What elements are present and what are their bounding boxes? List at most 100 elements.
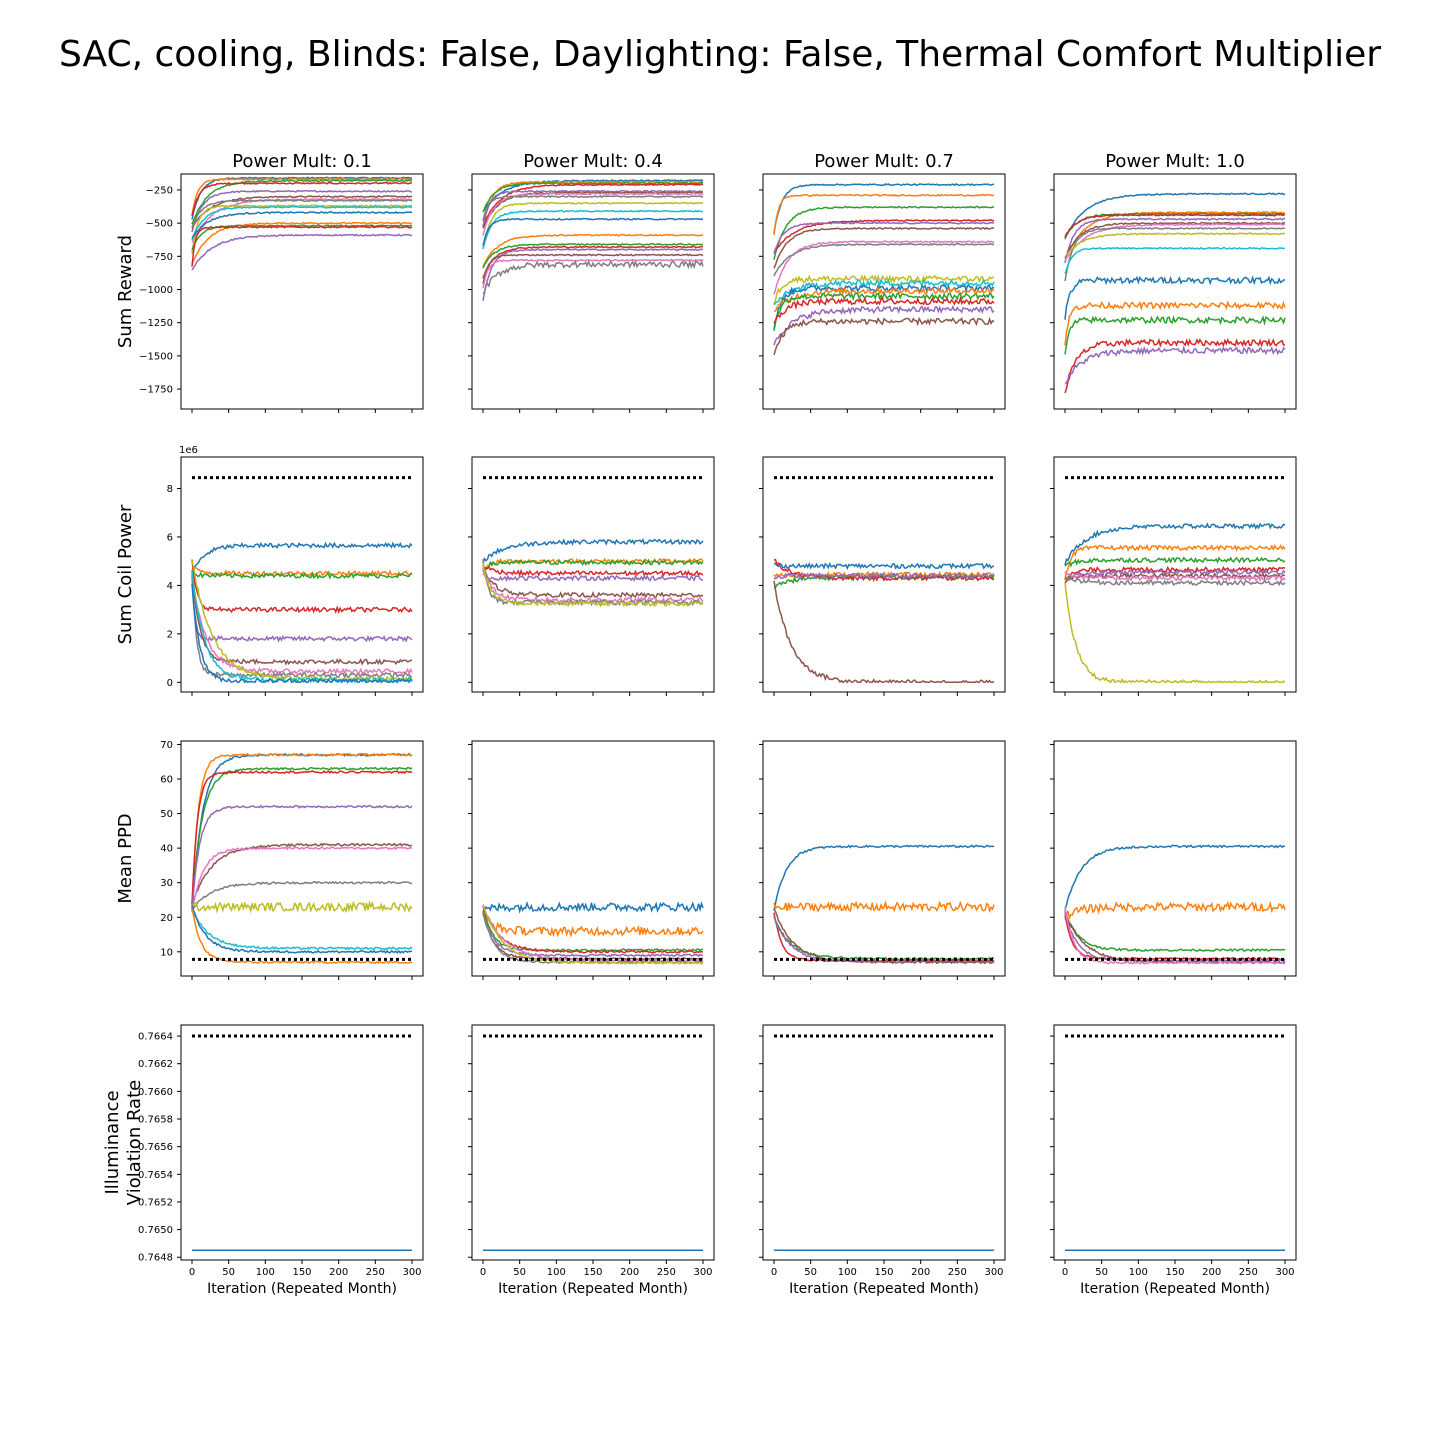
series-line — [191, 198, 413, 228]
series-line — [482, 911, 704, 958]
series-line — [482, 911, 704, 938]
x-tick-label: 200 — [911, 1267, 930, 1278]
series-line — [1064, 232, 1286, 258]
subplot-r2-c2 — [759, 740, 1006, 980]
series-line — [1064, 568, 1286, 580]
series-line — [482, 258, 704, 295]
series-line — [191, 189, 413, 233]
x-tick-label: 50 — [804, 1267, 817, 1278]
series-group — [191, 541, 413, 684]
series-line — [191, 211, 413, 239]
x-tick-label: 200 — [329, 1267, 348, 1278]
plot-frame — [471, 1024, 715, 1261]
series-line — [773, 205, 995, 260]
series-line — [1064, 213, 1286, 238]
series-line — [1064, 844, 1286, 910]
series-group — [482, 900, 704, 965]
y-tick-label: 20 — [160, 913, 173, 924]
y-tick-label: 0.7648 — [138, 1253, 173, 1264]
series-line — [191, 177, 412, 215]
series-line — [482, 245, 704, 279]
plot-frame — [1053, 1024, 1297, 1261]
series-line — [1064, 910, 1286, 953]
series-line — [1064, 582, 1286, 684]
x-tick-label: 250 — [1239, 1267, 1258, 1278]
series-line — [191, 908, 413, 951]
series-line — [191, 880, 413, 911]
y-tick-label: 10 — [160, 947, 173, 958]
series-line — [482, 566, 704, 583]
series-line — [482, 181, 704, 213]
series-line — [773, 316, 995, 356]
x-tick-label: 0 — [480, 1267, 486, 1278]
plot-frame — [1053, 173, 1297, 410]
subplot-r1-c2 — [759, 456, 1006, 696]
series-line — [1064, 192, 1286, 240]
series-line — [482, 569, 704, 599]
y-tick-label: 60 — [160, 775, 173, 786]
series-line — [773, 304, 995, 346]
y-tick-label: 40 — [160, 844, 173, 855]
subplot-r2-c0: 10 20 30 40 50 60 70 Mean PPD — [115, 740, 424, 980]
subplot-title: Power Mult: 0.4 — [523, 151, 663, 172]
y-tick-label: −1500 — [139, 351, 173, 362]
series-line — [191, 570, 413, 684]
series-line — [1064, 212, 1286, 240]
subplot-r3-c0: 0.7648 0.7650 0.7652 0.7654 0.7656 0.7658 0.76… — [102, 1024, 424, 1297]
x-tick-label: 100 — [1129, 1267, 1148, 1278]
series-line — [482, 564, 704, 578]
x-tick-label: 0 — [771, 1267, 777, 1278]
subplot-r1-c0: 0 2 4 6 8 1e6 Sum Coil Power — [115, 445, 424, 696]
series-line — [191, 845, 413, 913]
series-line — [773, 571, 995, 580]
series-line — [191, 179, 413, 225]
figure-title: SAC, cooling, Blinds: False, Daylighting… — [58, 34, 1382, 75]
y-tick-label: 0.7662 — [138, 1059, 173, 1070]
series-line — [191, 204, 413, 254]
series-line — [482, 253, 704, 284]
x-tick-label: 250 — [366, 1267, 385, 1278]
series-line — [482, 905, 704, 965]
subplot-r2-c1 — [468, 740, 715, 980]
series-line — [773, 908, 995, 965]
series-line — [482, 562, 704, 608]
series-line — [191, 571, 413, 580]
series-line — [773, 561, 995, 571]
series-line — [191, 233, 413, 271]
series-line — [773, 291, 995, 331]
y-tick-label: −1250 — [139, 318, 173, 329]
series-line — [482, 258, 704, 289]
subplot-title: Power Mult: 0.1 — [232, 151, 372, 172]
x-tick-label: 150 — [1165, 1267, 1184, 1278]
subplot-r3-c1: 0 50 100 150 200 250 300 Iteration (Repeated Mo… — [468, 1024, 715, 1297]
series-line — [191, 573, 413, 666]
y-axis-label: Sum Coil Power — [115, 504, 136, 644]
y-tick-label: 6 — [167, 532, 173, 543]
series-line — [1064, 522, 1286, 566]
series-line — [482, 558, 704, 572]
series-line — [773, 283, 995, 329]
subplot-r3-c2: 0 50 100 150 200 250 300 Iteration (Repeated Mo… — [759, 1024, 1006, 1297]
series-group — [773, 183, 995, 356]
series-line — [1064, 543, 1286, 581]
plot-frame — [762, 740, 1006, 977]
series-line — [773, 240, 994, 295]
subplot-r1-c3 — [1050, 456, 1297, 696]
x-axis-label: Iteration (Repeated Month) — [789, 1281, 979, 1297]
series-line — [482, 201, 704, 249]
series-line — [773, 296, 995, 324]
series-line — [482, 906, 704, 954]
x-tick-label: 250 — [657, 1267, 676, 1278]
series-line — [1064, 911, 1285, 963]
x-tick-label: 150 — [874, 1267, 893, 1278]
series-line — [773, 183, 995, 234]
series-line — [1064, 246, 1286, 275]
plot-frame — [180, 740, 424, 977]
x-tick-label: 50 — [1095, 1267, 1108, 1278]
series-line — [482, 559, 704, 607]
plot-frame — [180, 1024, 424, 1261]
y-tick-label: −250 — [146, 185, 173, 196]
series-line — [482, 233, 704, 268]
series-line — [482, 557, 704, 576]
x-tick-label: 50 — [513, 1267, 526, 1278]
